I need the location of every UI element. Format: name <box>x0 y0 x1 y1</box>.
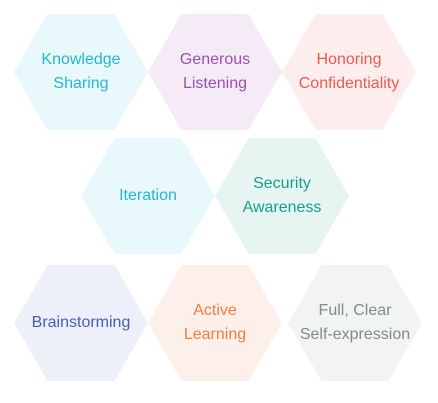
hexagon-generous-listening: Generous Listening <box>148 14 282 130</box>
hexagon-security-awareness: Security Awareness <box>215 138 349 254</box>
hexagon-honoring-confidentiality: Honoring Confidentiality <box>282 14 416 130</box>
hexagon-full-clear-self-expression: Full, Clear Self-expression <box>288 265 422 381</box>
hexagon-label-line2: Awareness <box>242 199 322 216</box>
hexagon-label-line2: Sharing <box>53 75 109 92</box>
hexagon-active-learning: Active Learning <box>148 265 282 381</box>
hexagon-label-line2: Listening <box>182 75 248 92</box>
hexagon-label: Full, Clear Self-expression <box>294 299 416 347</box>
hexagon-label: Knowledge Sharing <box>35 48 126 96</box>
hexagon-knowledge-sharing: Knowledge Sharing <box>14 14 148 130</box>
hexagon-label: Generous Listening <box>174 48 256 96</box>
hexagon-label-line1: Security <box>253 175 311 192</box>
hexagon-label-line2: Confidentiality <box>298 75 400 92</box>
hexagon-label-line1: Brainstorming <box>31 314 131 331</box>
hexagon-label-line2: Self-expression <box>299 326 411 343</box>
hexagon-label-line2: Learning <box>183 326 247 343</box>
hexagon-label-line1: Full, Clear <box>318 302 392 319</box>
hexagon-iteration: Iteration <box>81 138 215 254</box>
hexagon-label: Brainstorming <box>26 311 137 335</box>
hexagon-label: Honoring Confidentiality <box>293 48 406 96</box>
hexagon-label-line1: Honoring <box>316 51 382 68</box>
hexagon-label-line1: Knowledge <box>41 51 121 68</box>
hexagon-label-line1: Generous <box>179 51 251 68</box>
hexagon-label-line1: Iteration <box>119 187 177 204</box>
hexagon-label: Security Awareness <box>237 172 328 220</box>
hexagon-label: Iteration <box>113 184 183 208</box>
hexagon-label-line1: Active <box>193 302 237 319</box>
hexagon-label: Active Learning <box>178 299 252 347</box>
hexagon-brainstorming: Brainstorming <box>14 265 148 381</box>
